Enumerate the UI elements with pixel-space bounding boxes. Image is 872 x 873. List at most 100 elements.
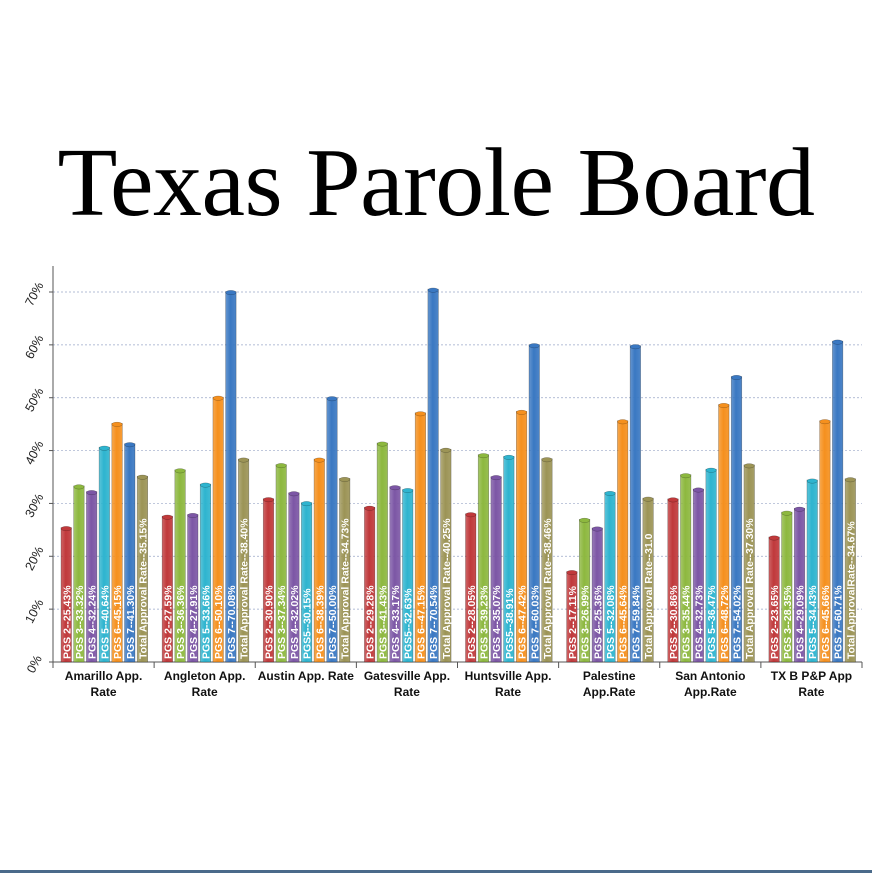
bar-label: Total ApprovalRate--34.67%: [845, 521, 857, 659]
category-label: Palestine App.Rate: [583, 669, 636, 699]
bottom-accent-line: [0, 870, 872, 873]
bar-label: PGS 3--33.32%: [74, 585, 86, 659]
bar-cap: [768, 535, 780, 541]
bar-label: PGS 7--41.30%: [125, 585, 137, 659]
bar-label: PGS 2--23.65%: [769, 585, 781, 659]
bar-label: PGS 4--25.36%: [592, 585, 604, 659]
bar-cap: [516, 409, 528, 415]
bar-label: PGS 5--36.47%: [706, 585, 718, 659]
bars: [60, 287, 856, 663]
bar-label: PGS 6--45.15%: [112, 585, 124, 659]
bar-cap: [60, 526, 72, 532]
bar-label: PGS 5--32.08%: [605, 585, 617, 659]
bar-label: PGS 6--38.39%: [314, 585, 326, 659]
bar-cap: [440, 447, 452, 453]
bar-cap: [364, 505, 376, 511]
bar-cap: [806, 478, 818, 484]
bar-cap: [465, 512, 477, 518]
bar-label: PGS 7--70.54%: [428, 585, 440, 659]
y-tick-label: 60%: [22, 333, 46, 362]
bar-cap: [781, 510, 793, 516]
bar-label: Total Approval Rate--37.30%: [744, 518, 756, 659]
category-label: Huntsville App. Rate: [465, 669, 552, 699]
bar-label: PGS 7--60.03%: [529, 585, 541, 659]
bar-cap: [136, 474, 148, 480]
bar-cap: [579, 517, 591, 523]
category-label: TX B P&P App Rate: [771, 669, 852, 699]
bar-label: PGS 3--39.23%: [478, 585, 490, 659]
bar-label: PGS5--32.63%: [403, 588, 415, 659]
bar-cap: [326, 396, 338, 402]
bar-cap: [743, 463, 755, 469]
page-title: Texas Parole Board: [57, 129, 815, 237]
bar-label: PGS 2--29.28%: [365, 585, 377, 659]
gridlines: [53, 291, 862, 610]
bar-cap: [111, 421, 123, 427]
bar-label: PGS5--38.91%: [504, 588, 516, 659]
category-label: Austin App. Rate: [258, 669, 355, 683]
bar-cap: [667, 497, 679, 503]
bar-label: PGS 4--32.02%: [289, 585, 301, 659]
bar-cap: [212, 395, 224, 401]
y-tick-label: 70%: [22, 280, 46, 309]
y-tick-label: 30%: [22, 491, 46, 520]
bar-cap: [98, 445, 110, 451]
bar-cap: [124, 442, 136, 448]
bar-cap: [642, 496, 654, 502]
bar-label: PGS 6--47.15%: [415, 585, 427, 659]
bar-cap: [604, 490, 616, 496]
bar-cap: [819, 419, 831, 425]
bar-label: PGS 2--30.90%: [264, 585, 276, 659]
bar-label: PGS 6--50.10%: [213, 585, 225, 659]
bar-label: PGS 3--28.35%: [782, 585, 794, 659]
bar-cap: [199, 482, 211, 488]
bar-cap: [503, 454, 515, 460]
bar-label: PGS 7--70.08%: [226, 585, 238, 659]
bar-label: PGS 6--47.42%: [517, 585, 529, 659]
y-tick-label: 50%: [22, 385, 46, 414]
bar-cap: [389, 485, 401, 491]
bar-cap: [629, 344, 641, 350]
bar-label: Total Approval Rate--38.40%: [239, 518, 251, 659]
bar-label: PGS5--30.15%: [302, 588, 314, 659]
bar-label: Total Approval Rate--38.46%: [542, 518, 554, 659]
bar-label: PGS 3--37.34%: [276, 585, 288, 659]
bar-label: PGS 5--40.64%: [99, 585, 111, 659]
bar-label: PGS 2--28.05%: [466, 585, 478, 659]
bar-labels: PGS 2--25.43% PGS 3--33.32% PGS 4--32.24% P…: [61, 518, 857, 659]
bar-cap: [541, 457, 553, 463]
bar-cap: [313, 457, 325, 463]
bar-cap: [617, 419, 629, 425]
bar-cap: [187, 513, 199, 518]
bar-cap: [832, 339, 844, 345]
bar-cap: [339, 476, 351, 482]
bar-cap: [528, 343, 540, 349]
bar-label: PGS 6--45.64%: [618, 585, 630, 659]
bar-label: PGS 6--48.72%: [719, 585, 731, 659]
bar-label: PGS 6--45.66%: [820, 585, 832, 659]
bar-cap: [73, 484, 85, 490]
bar-label: Total Approval Rate--31.0: [643, 533, 655, 659]
bar-cap: [692, 487, 704, 493]
bar-cap: [225, 290, 237, 296]
y-tick-label: 40%: [22, 438, 46, 467]
bar-cap: [490, 475, 502, 481]
bar-label: PGS 3--35.44%: [681, 585, 693, 659]
bar-label: PGS 3--26.99%: [580, 585, 592, 659]
y-tick-label: 0%: [24, 653, 45, 676]
bar-cap: [414, 411, 426, 417]
bar-label: Total Approval Rate--35.15%: [137, 518, 149, 659]
bar-cap: [263, 497, 274, 503]
bar-label: PGS 4--35.07%: [491, 585, 503, 659]
bar-label: Total Approval Rate--34.73%: [340, 518, 352, 659]
bar-cap: [680, 473, 692, 479]
bar-label: PGS 4--32.24%: [87, 585, 99, 659]
bar-label: PGS 5--33.66%: [200, 585, 212, 659]
bar-cap: [161, 514, 173, 520]
bar-cap: [376, 441, 388, 447]
bar-cap: [238, 457, 250, 463]
bar-label: Total Approval Rate--40.25%: [441, 518, 453, 659]
bar-cap: [86, 490, 98, 496]
bar-label: PGS 7--50.00%: [327, 585, 339, 659]
